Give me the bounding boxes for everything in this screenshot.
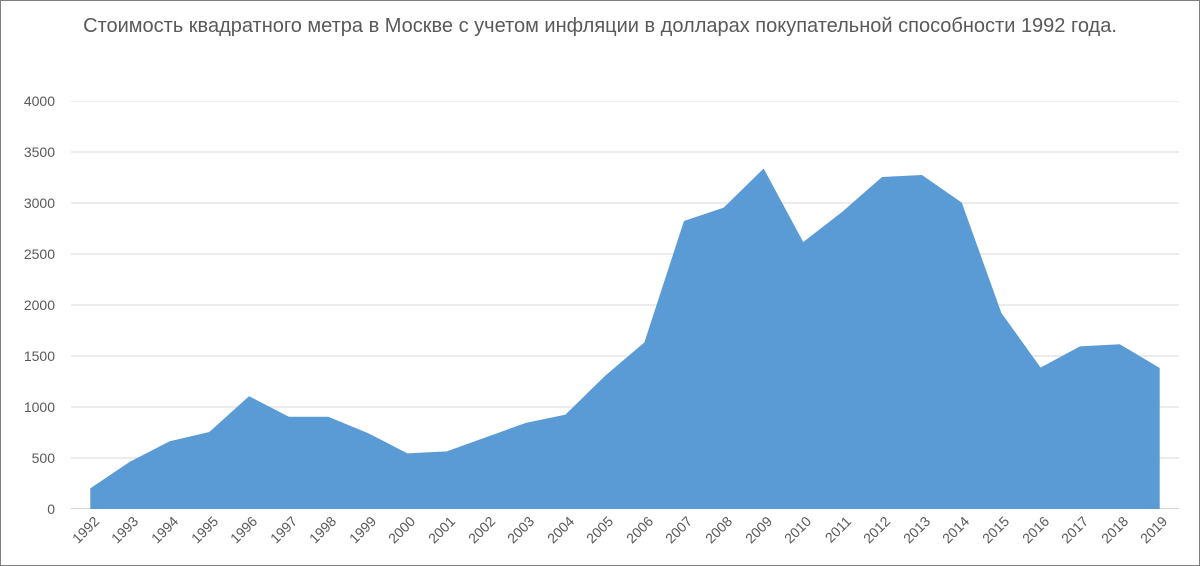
y-tick-label: 2000 [1,297,55,313]
x-tick-label: 2012 [860,513,893,546]
x-tick-label: 2002 [464,513,497,546]
x-tick-label: 2009 [741,513,774,546]
chart-frame: Стоимость квадратного метра в Москве с у… [0,0,1200,566]
y-tick-label: 2500 [1,246,55,262]
x-tick-label: 2013 [900,513,933,546]
x-tick-label: 1995 [187,513,220,546]
y-tick-label: 0 [1,501,55,517]
area-svg [71,101,1179,509]
y-tick-label: 500 [1,450,55,466]
area-series [91,169,1159,509]
x-axis: 1992199319941995199619971998199920002001… [71,513,1179,557]
y-tick-label: 3500 [1,144,55,160]
x-tick-label: 1999 [346,513,379,546]
y-tick-label: 4000 [1,93,55,109]
x-tick-label: 1994 [148,513,181,546]
x-tick-label: 2018 [1098,513,1131,546]
x-tick-label: 2015 [979,513,1012,546]
x-tick-label: 1996 [227,513,260,546]
x-tick-label: 2006 [623,513,656,546]
x-tick-label: 1998 [306,513,339,546]
x-tick-label: 2008 [702,513,735,546]
x-tick-label: 1992 [69,513,102,546]
y-tick-label: 1000 [1,399,55,415]
x-tick-label: 2001 [425,513,458,546]
x-tick-label: 2003 [504,513,537,546]
x-tick-label: 2017 [1058,513,1091,546]
x-tick-label: 2010 [781,513,814,546]
x-tick-label: 2011 [821,513,854,546]
plot-area [71,101,1179,509]
x-tick-label: 2014 [939,513,972,546]
y-tick-label: 1500 [1,348,55,364]
x-tick-label: 2019 [1137,513,1170,546]
x-tick-label: 1993 [108,513,141,546]
x-tick-label: 1997 [267,513,300,546]
chart-title: Стоимость квадратного метра в Москве с у… [1,13,1199,40]
y-axis: 05001000150020002500300035004000 [1,101,65,509]
x-tick-label: 2004 [544,513,577,546]
x-tick-label: 2016 [1018,513,1051,546]
x-tick-label: 2007 [662,513,695,546]
x-tick-label: 2000 [385,513,418,546]
y-tick-label: 3000 [1,195,55,211]
x-tick-label: 2005 [583,513,616,546]
